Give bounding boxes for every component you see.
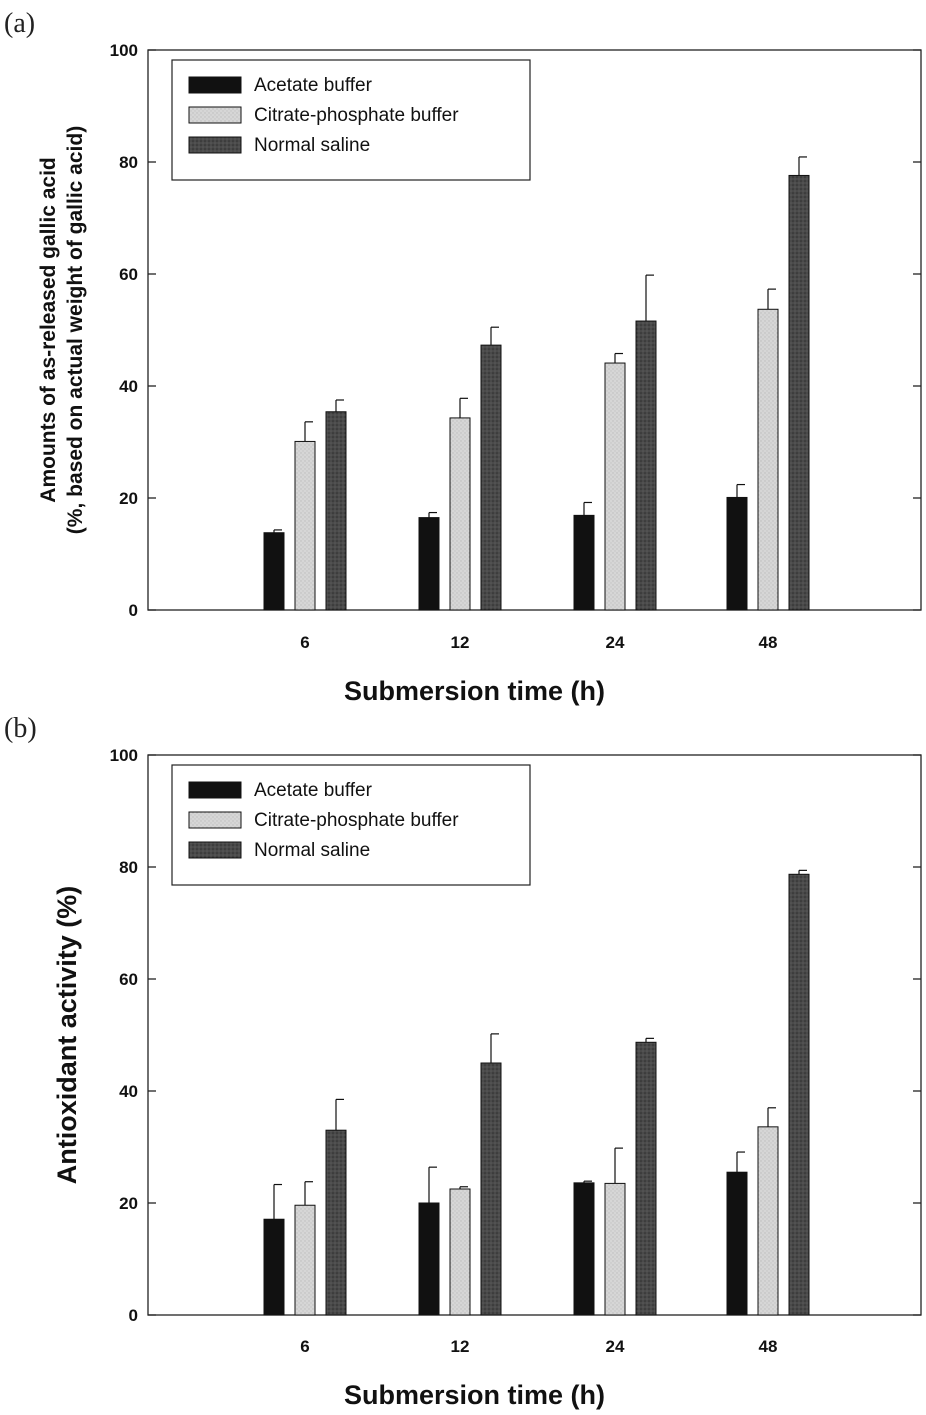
x-axis-title: Submersion time (h) bbox=[344, 676, 605, 706]
bar bbox=[757, 1126, 779, 1316]
bar bbox=[726, 496, 748, 611]
y-tick-label: 20 bbox=[119, 489, 138, 508]
bar bbox=[604, 362, 626, 611]
bar bbox=[573, 1182, 595, 1316]
x-tick-label: 24 bbox=[606, 1337, 625, 1356]
bar bbox=[418, 1202, 440, 1316]
chart-panel-b: (b) 0 20 40 60 80 100 6 12 24 48 Submersion time (h… bbox=[4, 713, 922, 1410]
x-tick-label: 24 bbox=[606, 633, 625, 652]
bar bbox=[263, 1218, 285, 1316]
x-tick-label: 48 bbox=[759, 1337, 778, 1356]
y-tick-label: 100 bbox=[110, 746, 138, 765]
bar bbox=[263, 532, 285, 611]
bar bbox=[726, 1171, 748, 1316]
bar bbox=[325, 1129, 347, 1316]
legend-entry: Normal saline bbox=[254, 840, 370, 861]
x-tick-label: 6 bbox=[300, 1337, 309, 1356]
bar bbox=[788, 873, 810, 1316]
legend-swatch bbox=[188, 106, 242, 124]
y-tick-label: 0 bbox=[129, 1306, 138, 1325]
x-tick-label: 12 bbox=[451, 633, 470, 652]
legend-entry: Acetate buffer bbox=[254, 780, 373, 801]
legend: Acetate buffer Citrate-phosphate buffer No… bbox=[171, 764, 531, 886]
y-tick-label: 40 bbox=[119, 1082, 138, 1101]
chart-panel-a: (a) 0 20 40 60 80 100 6 12 24 48 Submersion time (h… bbox=[4, 8, 922, 706]
y-tick-label: 100 bbox=[110, 41, 138, 60]
y-tick-label: 20 bbox=[119, 1194, 138, 1213]
bar bbox=[449, 1188, 471, 1316]
legend-swatch bbox=[188, 841, 242, 859]
x-tick-label: 6 bbox=[300, 633, 309, 652]
legend-entry: Acetate buffer bbox=[254, 75, 373, 96]
y-tick-label: 80 bbox=[119, 153, 138, 172]
y-tick-label: 60 bbox=[119, 265, 138, 284]
legend-swatch bbox=[188, 136, 242, 154]
legend-swatch bbox=[188, 76, 242, 94]
bar bbox=[294, 1204, 316, 1316]
bar bbox=[788, 174, 810, 611]
bar bbox=[757, 308, 779, 611]
bar bbox=[635, 320, 657, 611]
legend-swatch bbox=[188, 811, 242, 829]
bar bbox=[604, 1182, 626, 1316]
x-axis-title: Submersion time (h) bbox=[344, 1380, 605, 1410]
bar bbox=[480, 1062, 502, 1316]
y-tick-label: 0 bbox=[129, 601, 138, 620]
plot-frame bbox=[147, 754, 922, 1316]
panel-label: (b) bbox=[4, 713, 37, 744]
y-axis-title: Amounts of as-released gallic acid bbox=[37, 157, 60, 502]
y-tick-label: 60 bbox=[119, 970, 138, 989]
y-tick-label: 80 bbox=[119, 858, 138, 877]
legend-entry: Citrate-phosphate buffer bbox=[254, 810, 459, 831]
y-axis-title: (%, based on actual weight of gallic aci… bbox=[64, 126, 87, 534]
bar bbox=[573, 514, 595, 611]
legend: Acetate buffer Citrate-phosphate buffer No… bbox=[171, 59, 531, 181]
bar bbox=[325, 411, 347, 611]
bar bbox=[294, 440, 316, 611]
bar bbox=[480, 344, 502, 611]
plot-frame bbox=[147, 49, 922, 611]
bar bbox=[635, 1041, 657, 1316]
bar bbox=[418, 517, 440, 611]
x-tick-label: 12 bbox=[451, 1337, 470, 1356]
legend-entry: Normal saline bbox=[254, 135, 370, 156]
legend-entry: Citrate-phosphate buffer bbox=[254, 105, 459, 126]
y-axis-title: Antioxidant activity (%) bbox=[52, 886, 82, 1185]
bar bbox=[449, 417, 471, 611]
panel-label: (a) bbox=[4, 8, 35, 39]
legend-swatch bbox=[188, 781, 242, 799]
x-tick-label: 48 bbox=[759, 633, 778, 652]
y-tick-label: 40 bbox=[119, 377, 138, 396]
